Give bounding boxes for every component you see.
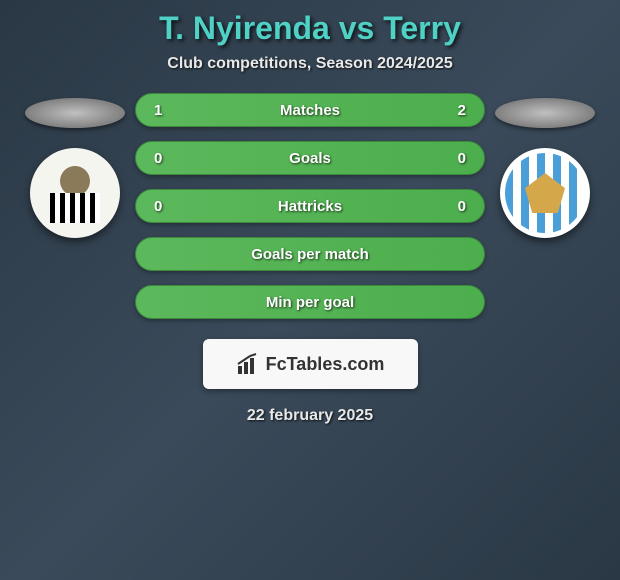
stat-right-value: 0 <box>446 198 466 215</box>
notts-county-badge <box>30 148 120 238</box>
eagle-icon <box>525 173 565 213</box>
logo-text: FcTables.com <box>266 354 385 375</box>
stat-right-value: 0 <box>446 150 466 167</box>
colchester-united-badge <box>500 148 590 238</box>
stat-left-value: 0 <box>154 198 174 215</box>
stat-bar-matches: 1 Matches 2 <box>135 93 485 127</box>
badge-right-graphic <box>505 153 585 233</box>
page-title: T. Nyirenda vs Terry <box>0 10 620 47</box>
stat-left-value: 1 <box>154 102 174 119</box>
stat-bar-goals-per-match: Goals per match <box>135 237 485 271</box>
stat-bar-goals: 0 Goals 0 <box>135 141 485 175</box>
ball-icon <box>60 166 90 196</box>
stat-right-value: 2 <box>446 102 466 119</box>
subtitle: Club competitions, Season 2024/2025 <box>0 55 620 73</box>
stat-label: Goals per match <box>174 246 446 263</box>
player-placeholder-left <box>25 98 125 128</box>
main-content: 1 Matches 2 0 Goals 0 0 Hattricks 0 Goal… <box>0 93 620 319</box>
left-side <box>25 93 125 238</box>
stat-bar-hattricks: 0 Hattricks 0 <box>135 189 485 223</box>
stats-column: 1 Matches 2 0 Goals 0 0 Hattricks 0 Goal… <box>135 93 485 319</box>
comparison-card: T. Nyirenda vs Terry Club competitions, … <box>0 0 620 435</box>
stat-label: Hattricks <box>174 198 446 215</box>
stat-label: Matches <box>174 102 446 119</box>
right-side <box>495 93 595 238</box>
stat-label: Goals <box>174 150 446 167</box>
chart-icon <box>236 352 260 376</box>
player-placeholder-right <box>495 98 595 128</box>
fctables-logo: FcTables.com <box>203 339 418 389</box>
stat-left-value: 0 <box>154 150 174 167</box>
badge-left-graphic <box>40 158 110 228</box>
stat-label: Min per goal <box>174 294 446 311</box>
date-text: 22 february 2025 <box>0 407 620 425</box>
stat-bar-min-per-goal: Min per goal <box>135 285 485 319</box>
stripes-icon <box>50 193 100 223</box>
